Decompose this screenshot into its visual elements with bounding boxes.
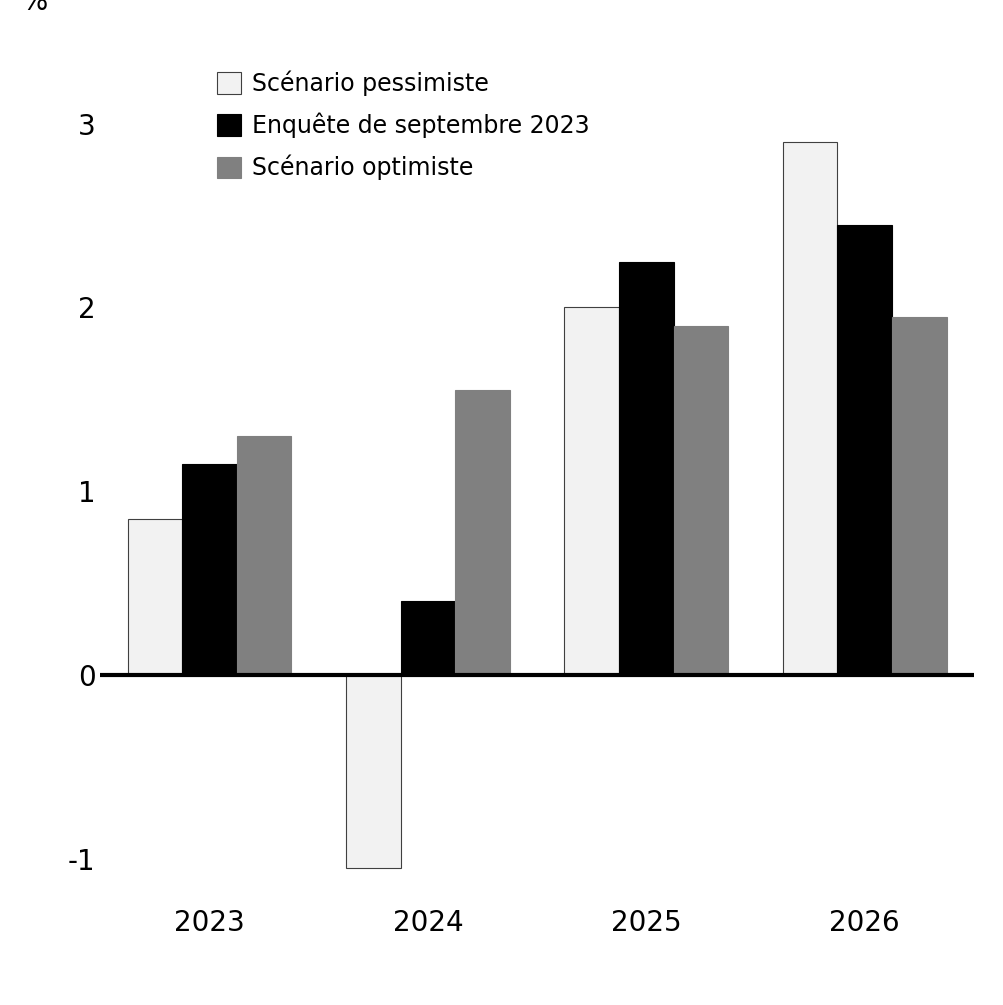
Bar (127, 519, 183, 675)
Bar (673, 326, 727, 675)
Bar (564, 308, 619, 675)
Bar (400, 601, 454, 675)
Bar (837, 225, 891, 675)
Bar (237, 436, 291, 675)
Bar (183, 463, 237, 675)
Text: %: % (22, 0, 48, 16)
Bar (782, 142, 837, 675)
Bar (346, 675, 400, 867)
Bar (454, 390, 510, 675)
Legend: Scénario pessimiste, Enquête de septembre 2023, Scénario optimiste: Scénario pessimiste, Enquête de septembr… (217, 70, 590, 180)
Bar (619, 261, 673, 675)
Bar (891, 317, 946, 675)
